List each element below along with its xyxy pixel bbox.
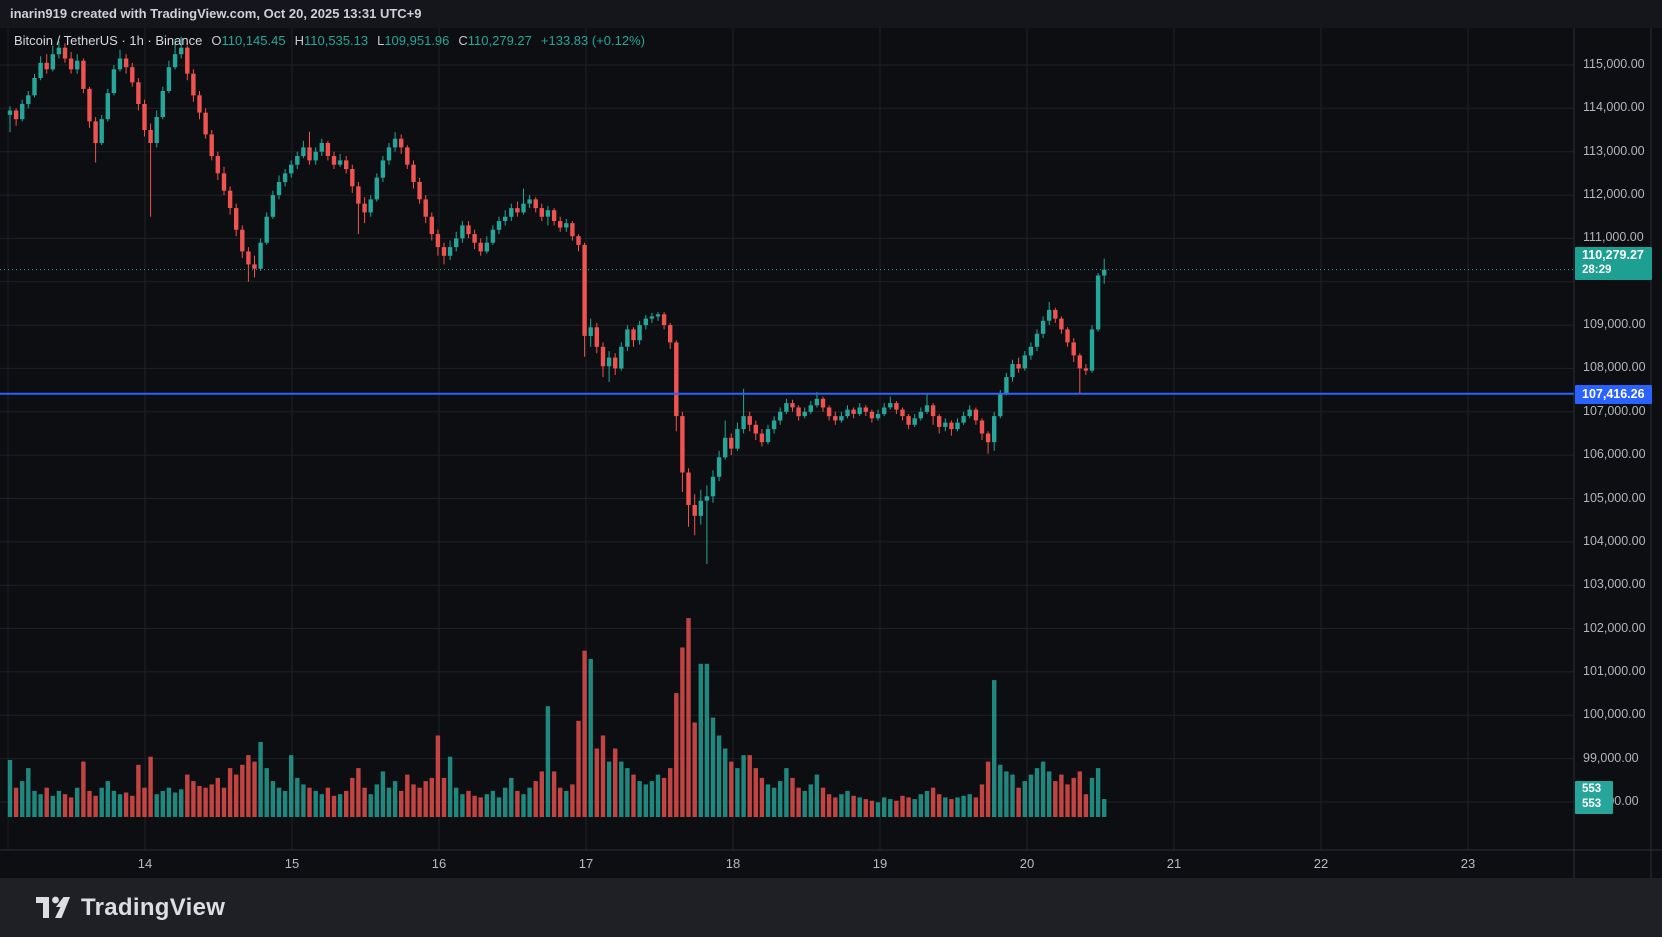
attribution-text: inarin919 created with TradingView.com, …	[10, 6, 422, 21]
volume-value-2: 553	[1582, 798, 1602, 810]
current-price-label: 110,279.27 28:29	[1575, 247, 1652, 280]
attribution-bar: inarin919 created with TradingView.com, …	[0, 0, 1662, 28]
ohlc-low: L109,951.96	[377, 33, 450, 48]
symbol-title[interactable]: Bitcoin / TetherUS · 1h · Binance	[14, 33, 203, 48]
ohlc-high: H110,535.13	[294, 33, 369, 48]
volume-label: 553 553	[1575, 781, 1613, 814]
current-price-value: 110,279.27	[1582, 248, 1644, 262]
candle-countdown: 28:29	[1582, 264, 1612, 276]
price-change: +133.83 (+0.12%)	[540, 33, 645, 48]
alert-price-label: 107,416.26	[1575, 385, 1652, 404]
tradingview-logo-icon[interactable]	[36, 895, 70, 921]
volume-value: 553	[1582, 783, 1602, 795]
tradingview-logo-text[interactable]: TradingView	[81, 893, 226, 921]
alert-price-value: 107,416.26	[1582, 387, 1645, 401]
ohlc-open: O110,145.45	[211, 33, 286, 48]
symbol-legend[interactable]: Bitcoin / TetherUS · 1h · Binance O110,1…	[14, 33, 645, 48]
footer: TradingView	[0, 878, 1662, 937]
ohlc-close: C110,279.27	[458, 33, 532, 48]
